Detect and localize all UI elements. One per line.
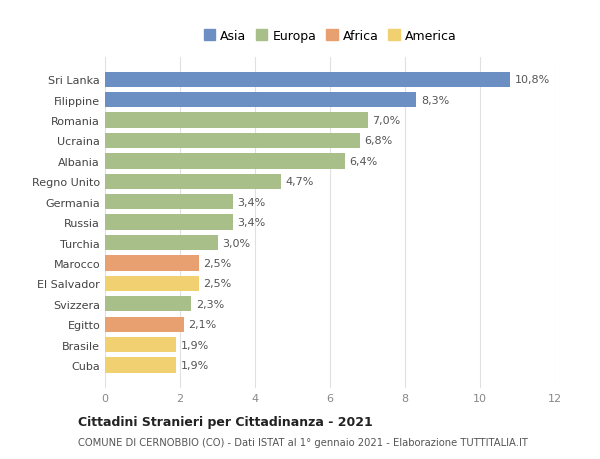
Bar	[105, 174, 281, 190]
Text: 7,0%: 7,0%	[372, 116, 400, 126]
Bar	[105, 235, 218, 251]
Bar	[105, 73, 510, 88]
Bar	[105, 317, 184, 332]
Bar	[105, 93, 416, 108]
Bar	[105, 154, 345, 169]
Text: 4,7%: 4,7%	[286, 177, 314, 187]
Text: 3,4%: 3,4%	[237, 197, 265, 207]
Text: 8,3%: 8,3%	[421, 95, 449, 106]
Bar	[105, 297, 191, 312]
Text: 1,9%: 1,9%	[181, 340, 209, 350]
Text: 6,8%: 6,8%	[365, 136, 393, 146]
Text: 10,8%: 10,8%	[515, 75, 550, 85]
Text: 1,9%: 1,9%	[181, 360, 209, 370]
Text: 2,5%: 2,5%	[203, 279, 232, 289]
Bar	[105, 256, 199, 271]
Legend: Asia, Europa, Africa, America: Asia, Europa, Africa, America	[201, 27, 459, 45]
Text: 3,4%: 3,4%	[237, 218, 265, 228]
Text: Cittadini Stranieri per Cittadinanza - 2021: Cittadini Stranieri per Cittadinanza - 2…	[78, 415, 373, 428]
Text: COMUNE DI CERNOBBIO (CO) - Dati ISTAT al 1° gennaio 2021 - Elaborazione TUTTITAL: COMUNE DI CERNOBBIO (CO) - Dati ISTAT al…	[78, 437, 528, 447]
Bar	[105, 276, 199, 291]
Text: 3,0%: 3,0%	[222, 238, 250, 248]
Text: 2,5%: 2,5%	[203, 258, 232, 269]
Text: 2,3%: 2,3%	[196, 299, 224, 309]
Bar	[105, 113, 367, 129]
Bar	[105, 134, 360, 149]
Bar	[105, 195, 233, 210]
Text: 2,1%: 2,1%	[188, 319, 217, 330]
Text: 6,4%: 6,4%	[349, 157, 378, 167]
Bar	[105, 358, 176, 373]
Bar	[105, 215, 233, 230]
Bar	[105, 337, 176, 353]
